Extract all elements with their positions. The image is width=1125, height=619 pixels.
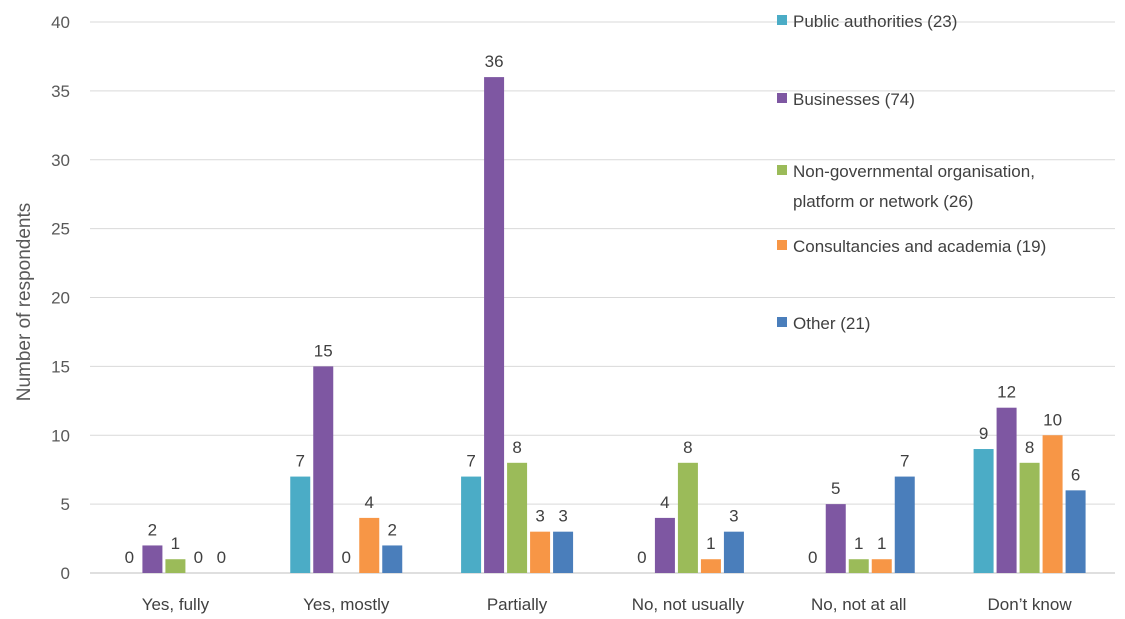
bar-4-1 [825, 504, 846, 573]
data-label: 3 [729, 507, 738, 526]
bar-0-1 [142, 545, 163, 573]
legend-item: Consultancies and academia (19) [777, 237, 1046, 256]
bar-4-3 [871, 559, 892, 573]
data-label: 5 [831, 479, 840, 498]
bar-5-3 [1042, 435, 1063, 573]
bar-3-1 [654, 517, 675, 573]
y-axis-label: Number of respondents [14, 203, 35, 402]
y-tick-label: 30 [51, 151, 70, 170]
data-label: 1 [877, 534, 886, 553]
data-label: 2 [388, 520, 397, 539]
bar-3-4 [723, 531, 744, 573]
data-label: 8 [1025, 438, 1034, 457]
data-label: 15 [314, 341, 333, 360]
bar-2-4 [553, 531, 574, 573]
legend-label: Consultancies and academia (19) [793, 237, 1046, 256]
data-label: 1 [171, 534, 180, 553]
legend-item: Businesses (74) [777, 90, 915, 109]
bar-1-0 [290, 476, 311, 573]
data-label: 7 [900, 452, 909, 471]
category-label: Partially [487, 595, 548, 614]
data-label: 4 [660, 493, 669, 512]
bar-4-4 [894, 476, 915, 573]
bar-3-2 [677, 462, 698, 573]
bar-5-2 [1019, 462, 1040, 573]
bar-5-0 [973, 449, 994, 573]
data-label: 0 [342, 548, 351, 567]
legend-swatch [777, 317, 787, 327]
bar-1-4 [382, 545, 403, 573]
legend-swatch [777, 240, 787, 250]
data-label: 7 [466, 452, 475, 471]
legend: Public authorities (23) Businesses (74) No… [777, 12, 1046, 333]
data-label: 2 [148, 520, 157, 539]
data-label: 3 [535, 507, 544, 526]
y-tick-label: 10 [51, 426, 70, 445]
bar-5-1 [996, 407, 1017, 573]
legend-swatch [777, 165, 787, 175]
y-tick-label: 35 [51, 82, 70, 101]
bar-2-3 [530, 531, 551, 573]
data-label: 4 [365, 493, 374, 512]
category-label: No, not usually [632, 595, 745, 614]
legend-label: Non-governmental organisation, [793, 162, 1035, 181]
data-label: 8 [512, 438, 521, 457]
bar-0-2 [165, 559, 186, 573]
category-label: No, not at all [811, 595, 906, 614]
data-label: 0 [808, 548, 817, 567]
y-tick-label: 15 [51, 357, 70, 376]
data-label: 1 [706, 534, 715, 553]
bar-1-3 [359, 517, 380, 573]
data-label: 0 [637, 548, 646, 567]
category-label: Yes, mostly [303, 595, 390, 614]
y-axis-ticks: 0 5 10 15 20 25 30 35 40 [51, 13, 70, 583]
y-tick-label: 0 [61, 564, 70, 583]
bar-2-1 [484, 77, 505, 573]
legend-swatch [777, 93, 787, 103]
data-label: 10 [1043, 410, 1062, 429]
data-label: 1 [854, 534, 863, 553]
data-label: 3 [558, 507, 567, 526]
bar-5-4 [1065, 490, 1086, 573]
data-label: 0 [125, 548, 134, 567]
data-label: 0 [217, 548, 226, 567]
gridlines [90, 21, 1115, 574]
legend-item: Other (21) [777, 314, 870, 333]
bar-2-2 [507, 462, 528, 573]
bar-2-0 [461, 476, 482, 573]
legend-label: Public authorities (23) [793, 12, 957, 31]
category-label: Don’t know [988, 595, 1073, 614]
bars [142, 77, 1086, 573]
data-label: 8 [683, 438, 692, 457]
legend-label: Businesses (74) [793, 90, 915, 109]
x-axis-categories: Yes, fully Yes, mostly Partially No, not us… [142, 595, 1073, 614]
data-label: 9 [979, 424, 988, 443]
legend-label: Other (21) [793, 314, 870, 333]
legend-item: Public authorities (23) [777, 12, 957, 31]
y-tick-label: 20 [51, 289, 70, 308]
data-label: 6 [1071, 465, 1080, 484]
data-label: 12 [997, 383, 1016, 402]
bar-3-3 [700, 559, 721, 573]
y-tick-label: 40 [51, 13, 70, 32]
data-label: 7 [296, 452, 305, 471]
legend-swatch [777, 15, 787, 25]
data-label: 0 [194, 548, 203, 567]
category-label: Yes, fully [142, 595, 210, 614]
data-label: 36 [485, 52, 504, 71]
bar-4-2 [848, 559, 869, 573]
legend-item: Non-governmental organisation, platform o… [777, 162, 1035, 211]
y-tick-label: 25 [51, 220, 70, 239]
y-tick-label: 5 [61, 495, 70, 514]
bar-1-1 [313, 366, 334, 573]
legend-label: platform or network (26) [793, 192, 973, 211]
